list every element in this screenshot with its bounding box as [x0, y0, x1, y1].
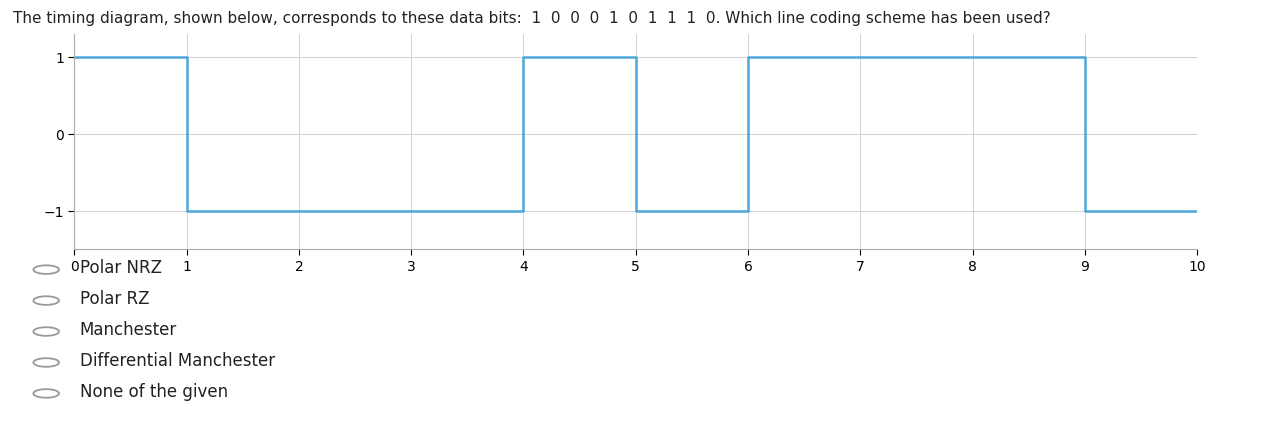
Text: Polar RZ: Polar RZ — [80, 290, 149, 308]
Text: None of the given: None of the given — [80, 383, 227, 401]
Text: Polar NRZ: Polar NRZ — [80, 259, 162, 277]
Text: The timing diagram, shown below, corresponds to these data bits:  1  0  0  0  1 : The timing diagram, shown below, corresp… — [13, 11, 1051, 26]
Text: Manchester: Manchester — [80, 321, 177, 339]
Text: Differential Manchester: Differential Manchester — [80, 352, 275, 370]
